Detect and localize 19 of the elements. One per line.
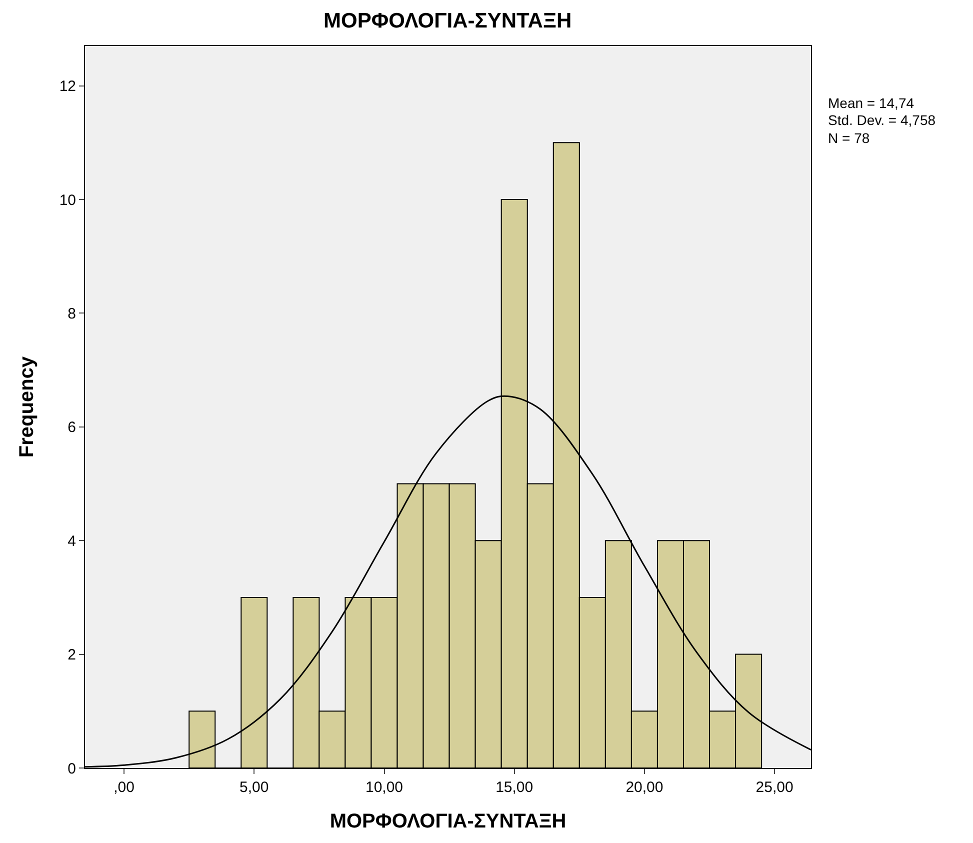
y-tick-label: 2 [68,646,76,664]
x-axis-title: ΜΟΡΦΟΛΟΓΙΑ-ΣΥΝΤΑΞΗ [330,810,566,832]
y-axis-title: Frequency [16,356,38,458]
x-tick-label: 20,00 [626,779,664,796]
y-tick-label: 0 [68,760,76,778]
text: Std. Dev. = 4,758 [828,112,936,128]
x-tick-label: 25,00 [756,779,794,796]
x-tick-label: ,00 [114,779,134,796]
chart-title: ΜΟΡΦΟΛΟΓΙΑ-ΣΥΝΤΑΞΗ [324,9,572,32]
text: Mean = 14,74 [828,95,914,111]
y-tick-label: 6 [68,419,76,436]
x-tick-label: 15,00 [496,779,534,796]
y-tick-label: 8 [68,305,76,322]
y-tick-label: 4 [68,532,76,550]
text: N = 78 [828,130,870,146]
y-tick-label: 10 [59,192,76,209]
x-tick-label: 10,00 [365,779,404,796]
y-tick-label: 12 [59,78,76,96]
x-tick-label: 5,00 [240,779,269,796]
